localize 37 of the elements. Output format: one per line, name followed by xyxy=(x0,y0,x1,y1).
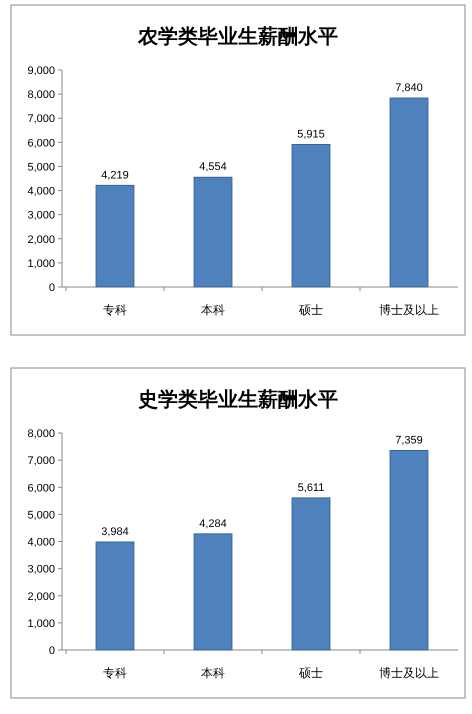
y-tick-label: 4,000 xyxy=(27,186,55,198)
y-tick-label: 8,000 xyxy=(27,89,55,102)
data-label: 5,611 xyxy=(298,482,324,494)
x-tick-label: 专科 xyxy=(103,303,127,317)
y-tick-label: 6,000 xyxy=(27,137,55,150)
y-tick-label: 1,000 xyxy=(27,618,55,630)
x-tick-label: 硕士 xyxy=(298,666,323,680)
data-label: 5,915 xyxy=(297,128,325,140)
data-label: 3,984 xyxy=(101,526,129,538)
y-tick-label: 6,000 xyxy=(27,482,55,494)
x-tick-label: 博士及以上 xyxy=(379,666,439,680)
data-label: 7,359 xyxy=(395,434,423,446)
x-tick-label: 硕士 xyxy=(298,303,323,317)
x-tick-label: 博士及以上 xyxy=(379,303,439,317)
data-label: 7,840 xyxy=(395,82,423,94)
y-tick-label: 7,000 xyxy=(27,113,55,126)
y-tick-label: 1,000 xyxy=(27,258,55,270)
y-tick-label: 4,000 xyxy=(27,536,55,548)
y-tick-label: 9,000 xyxy=(27,65,55,77)
data-label: 4,284 xyxy=(199,518,227,530)
y-tick-label: 8,000 xyxy=(27,428,55,440)
chart-title: 农学类毕业生薪酬水平 xyxy=(137,26,338,48)
y-tick-label: 2,000 xyxy=(27,590,55,603)
data-label: 4,219 xyxy=(101,169,129,182)
y-tick-label: 0 xyxy=(48,282,55,294)
y-tick-label: 3,000 xyxy=(27,564,55,576)
y-tick-label: 5,000 xyxy=(27,161,55,174)
y-tick-label: 3,000 xyxy=(27,210,55,222)
chart-title: 史学类毕业生薪酬水平 xyxy=(138,389,338,411)
y-tick-label: 5,000 xyxy=(27,509,55,522)
y-tick-label: 7,000 xyxy=(27,455,55,468)
y-tick-label: 2,000 xyxy=(27,234,55,246)
data-label: 4,554 xyxy=(199,161,227,174)
x-tick-label: 本科 xyxy=(201,303,225,317)
y-tick-label: 0 xyxy=(48,645,55,657)
x-tick-label: 本科 xyxy=(201,666,225,680)
x-tick-label: 专科 xyxy=(103,666,127,680)
